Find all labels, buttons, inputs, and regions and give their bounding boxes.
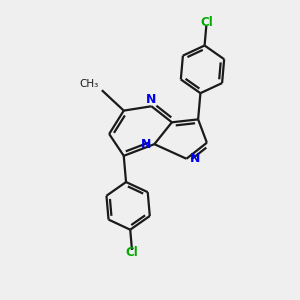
Text: N: N bbox=[189, 152, 200, 165]
Text: N: N bbox=[141, 138, 152, 151]
Text: CH₃: CH₃ bbox=[79, 79, 98, 89]
Text: Cl: Cl bbox=[126, 246, 139, 259]
Text: N: N bbox=[146, 93, 157, 106]
Text: Cl: Cl bbox=[200, 16, 213, 29]
